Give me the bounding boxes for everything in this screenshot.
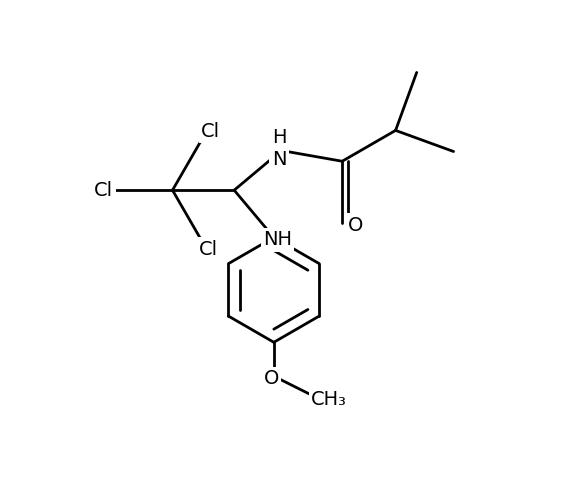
Text: O: O: [264, 369, 279, 388]
Text: NH: NH: [263, 230, 292, 249]
Text: O: O: [348, 216, 363, 235]
Text: Cl: Cl: [199, 240, 218, 259]
Text: Cl: Cl: [94, 180, 113, 200]
Text: CH₃: CH₃: [311, 390, 347, 408]
Text: Cl: Cl: [201, 121, 220, 141]
Text: H
N: H N: [272, 128, 286, 168]
